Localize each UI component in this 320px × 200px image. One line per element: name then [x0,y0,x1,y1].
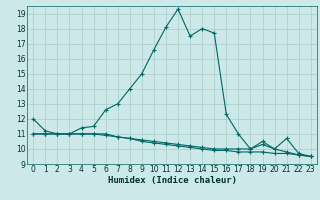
X-axis label: Humidex (Indice chaleur): Humidex (Indice chaleur) [108,176,236,185]
